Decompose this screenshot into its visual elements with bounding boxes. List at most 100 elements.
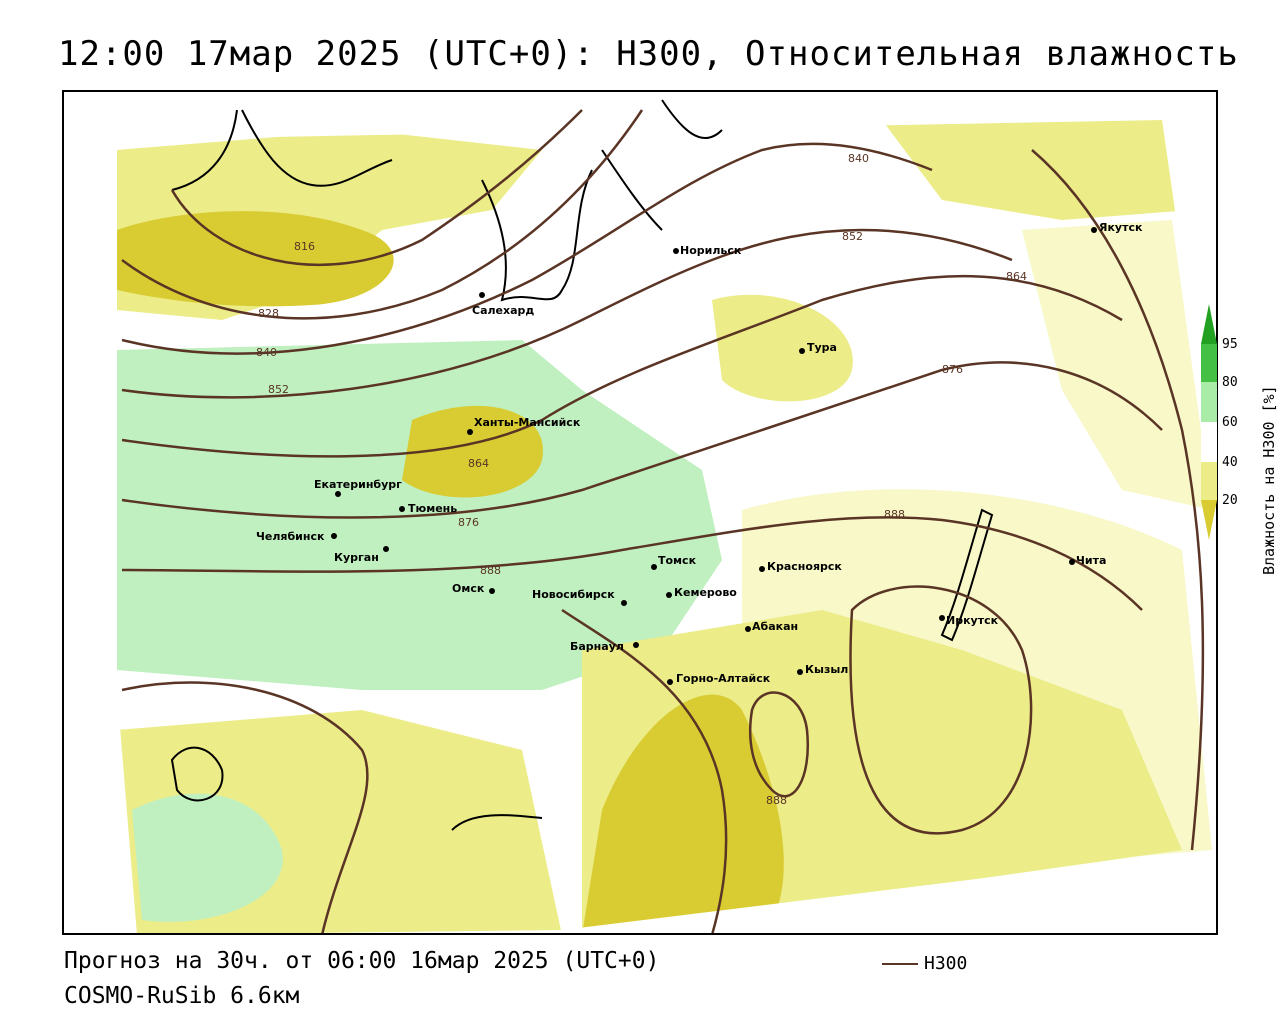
coastline-taymyr (601, 99, 723, 231)
contour-label: 852 (268, 383, 289, 396)
contour-label: 816 (294, 240, 315, 253)
city-abakan: Абакан (745, 620, 798, 633)
contour-label: 852 (842, 230, 863, 243)
contour-840 (121, 142, 933, 355)
moist-area-southwest (132, 793, 283, 922)
colorbar-tick: 95 (1222, 337, 1238, 352)
coastline-yamal (481, 169, 593, 302)
colorbar-tick: 40 (1222, 455, 1238, 470)
model-name: COSMO-RuSib 6.6км (64, 983, 300, 1009)
svg-text:Екатеринбург: Екатеринбург (314, 478, 402, 491)
city-markers: Салехард Норильск Якутск Тура Ханты-Манс… (256, 221, 1143, 685)
humidity-field (117, 120, 1218, 935)
contour-label: 864 (1006, 270, 1027, 283)
forecast-info: Прогноз на 30ч. от 06:00 16мар 2025 (UTC… (64, 948, 660, 974)
colorbar-top-arrow (1201, 304, 1217, 344)
dry-area-northeast (882, 120, 1192, 220)
contour-east-trough (1031, 149, 1205, 851)
svg-text:Иркутск: Иркутск (946, 614, 999, 627)
contour-south (561, 608, 728, 935)
svg-text:Томск: Томск (658, 554, 697, 567)
city-krasnoyarsk: Красноярск (759, 560, 842, 573)
svg-text:Тюмень: Тюмень (408, 502, 457, 515)
contour-864 (121, 274, 1123, 458)
svg-text:Якутск: Якутск (1099, 221, 1143, 234)
h300-legend-line (882, 963, 918, 965)
contour-876 (121, 361, 1163, 519)
svg-text:Абакан: Абакан (752, 620, 798, 633)
colorbar-tick: 60 (1222, 415, 1238, 430)
coastlines (170, 99, 994, 831)
contour-828 (121, 109, 644, 320)
city-tomsk: Томск (651, 554, 697, 570)
colorbar-band-40 (1201, 462, 1217, 500)
svg-text:Челябинск: Челябинск (256, 530, 325, 543)
contour-label: 888 (480, 564, 501, 577)
colorbar-tick: 20 (1222, 493, 1238, 508)
city-tyumen: Тюмень (399, 502, 457, 515)
colorbar-band-95 (1201, 344, 1217, 382)
svg-text:Салехард: Салехард (472, 304, 534, 317)
very-dry-area-south (582, 694, 784, 935)
contour-852 (121, 228, 1013, 399)
coastline-barents (171, 109, 393, 191)
contour-label: 876 (458, 516, 479, 529)
city-irkutsk: Иркутск (939, 614, 999, 627)
svg-text:Красноярск: Красноярск (767, 560, 842, 573)
city-kyzyl: Кызыл (797, 663, 848, 676)
contour-888-closed-south (748, 691, 810, 798)
svg-text:Норильск: Норильск (680, 244, 742, 257)
contour-888 (121, 516, 1143, 611)
colorbar-title: Влажность на Н300 [%] (1260, 385, 1278, 575)
contour-label: 840 (256, 346, 277, 359)
city-kurgan: Курган (334, 546, 389, 564)
city-omsk: Омск (452, 582, 495, 595)
colorbar-band-80 (1201, 382, 1217, 422)
city-novosibirsk: Новосибирск (532, 588, 627, 606)
contour-label: 888 (766, 794, 787, 807)
weather-map: 816 828 840 852 864 876 888 840 852 864 … (62, 90, 1218, 935)
lake-baikal (940, 508, 994, 642)
city-chita: Чита (1069, 554, 1106, 567)
city-gorno-altaysk: Горно-Алтайск (667, 672, 771, 685)
city-yakutsk: Якутск (1091, 221, 1143, 234)
h300-legend-label: H300 (924, 953, 968, 974)
dry-area-east (1022, 220, 1212, 510)
map-frame (62, 90, 1218, 935)
city-tura: Тура (799, 341, 837, 354)
map-title: 12:00 17мар 2025 (UTC+0): H300, Относите… (58, 34, 1239, 74)
svg-text:Чита: Чита (1076, 554, 1106, 567)
city-salekhard: Салехард (472, 292, 534, 317)
colorbar-bottom-arrow (1201, 500, 1217, 540)
city-chelyabinsk: Челябинск (256, 530, 337, 543)
colorbar-band-60 (1201, 422, 1217, 462)
svg-text:Горно-Алтайск: Горно-Алтайск (676, 672, 771, 685)
svg-text:Курган: Курган (334, 551, 379, 564)
contour-888-irkutsk (849, 585, 1033, 835)
svg-text:Кызыл: Кызыл (805, 663, 848, 676)
caspian-coast (170, 746, 224, 802)
svg-text:Тура: Тура (807, 341, 837, 354)
humidity-colorbar (1201, 304, 1217, 540)
svg-text:Омск: Омск (452, 582, 485, 595)
contour-label: 876 (942, 363, 963, 376)
very-dry-area-northwest (117, 211, 394, 307)
dry-area-khanty (402, 405, 543, 498)
colorbar-tick: 80 (1222, 375, 1238, 390)
lake-balkhash (451, 814, 543, 831)
city-yekaterinburg: Екатеринбург (314, 478, 402, 497)
svg-text:Барнаул: Барнаул (570, 640, 624, 653)
contour-labels: 816 828 840 852 864 876 888 840 852 864 … (256, 152, 1027, 807)
contour-label: 864 (468, 457, 489, 470)
contour-west-low (121, 681, 369, 935)
svg-text:Ханты-Мансийск: Ханты-Мансийск (474, 416, 581, 429)
svg-text:Новосибирск: Новосибирск (532, 588, 615, 601)
city-kemerovo: Кемерово (666, 586, 737, 599)
contour-label: 828 (258, 307, 279, 320)
h300-contours (121, 109, 1205, 935)
city-barnaul: Барнаул (570, 640, 639, 653)
city-norilsk: Норильск (673, 244, 742, 257)
contour-label: 840 (848, 152, 869, 165)
city-khanty-mansiysk: Ханты-Мансийск (467, 416, 581, 435)
contour-816 (170, 109, 583, 267)
